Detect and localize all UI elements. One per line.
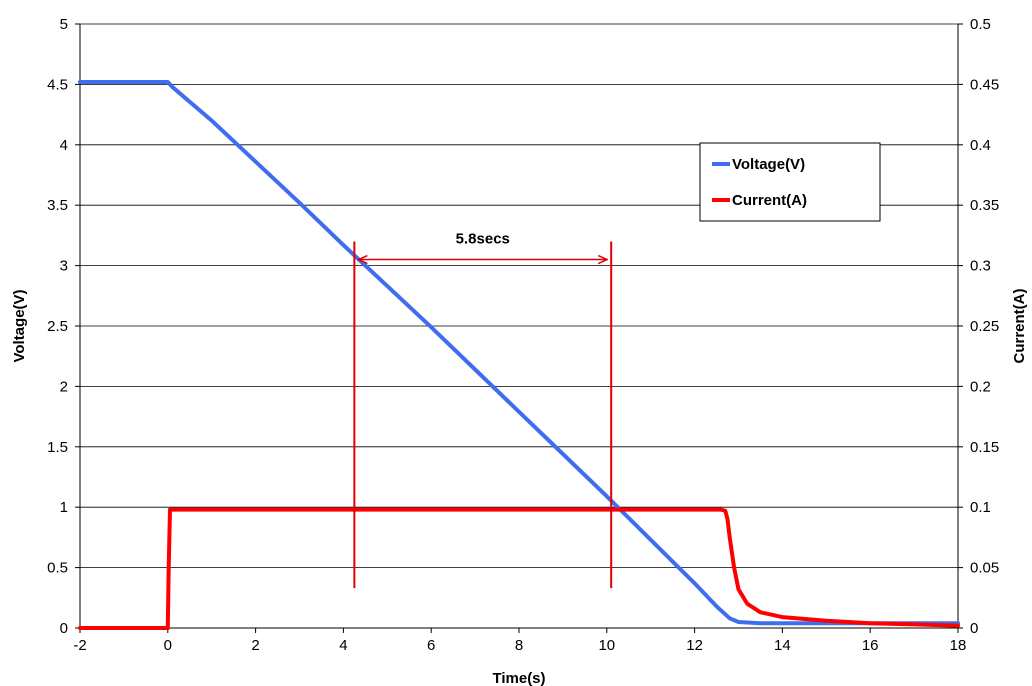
legend-label-voltage: Voltage(V) (732, 156, 805, 173)
y-axis-right-title: Current(A) (1011, 289, 1028, 364)
annotation-label: 5.8secs (456, 231, 510, 248)
y-left-tick-label: 1.5 (47, 439, 68, 456)
legend: Voltage(V) Current(A) (699, 142, 881, 222)
y-left-tick-label: 1 (60, 499, 68, 516)
y-right-tick-label: 0.05 (970, 560, 999, 577)
y-right-tick-label: 0.15 (970, 439, 999, 456)
y-left-tick-label: 4.5 (47, 76, 68, 93)
x-axis-title: Time(s) (492, 670, 545, 686)
y-right-tick-label: 0.2 (970, 378, 991, 395)
y-left-tick-label: 3 (60, 258, 68, 275)
y-left-tick-label: 0 (60, 620, 68, 637)
y-left-tick-label: 2 (60, 378, 68, 395)
x-tick-label: -2 (73, 637, 86, 654)
x-tick-label: 6 (427, 637, 435, 654)
y-right-tick-label: 0.45 (970, 76, 999, 93)
x-tick-label: 12 (686, 637, 703, 654)
y-right-tick-label: 0.1 (970, 499, 991, 516)
y-left-tick-label: 2.5 (47, 318, 68, 335)
tick-labels: 0 0.5 1 1.5 2 2.5 3 3.5 4 4.5 5 0 0.05 0.1 0.15 0.2 0.25… (47, 16, 999, 654)
x-tick-label: 4 (339, 637, 347, 654)
x-tick-label: 16 (862, 637, 879, 654)
y-right-tick-label: 0.35 (970, 197, 999, 214)
x-tick-label: 10 (598, 637, 615, 654)
legend-box (699, 142, 881, 222)
y-left-tick-label: 3.5 (47, 197, 68, 214)
x-tick-label: 2 (251, 637, 259, 654)
y-axis-left-title: Voltage(V) (11, 289, 28, 362)
y-right-tick-label: 0 (970, 620, 978, 637)
y-left-tick-label: 4 (60, 137, 68, 154)
x-tick-label: 18 (950, 637, 967, 654)
y-right-tick-label: 0.3 (970, 258, 991, 275)
legend-label-current: Current(A) (732, 192, 807, 209)
y-right-tick-label: 0.5 (970, 16, 991, 33)
x-tick-label: 14 (774, 637, 791, 654)
y-left-tick-label: 5 (60, 16, 68, 33)
gridlines (80, 23, 958, 568)
series-line-current (78, 507, 960, 630)
x-tick-label: 8 (515, 637, 523, 654)
series-line-voltage (78, 80, 960, 626)
axes (75, 23, 963, 633)
y-right-tick-label: 0.4 (970, 137, 991, 154)
y-right-tick-label: 0.25 (970, 318, 999, 335)
x-tick-label: 0 (164, 637, 172, 654)
annotation: 5.8secs (353, 231, 613, 589)
y-left-tick-label: 0.5 (47, 560, 68, 577)
series (78, 80, 960, 630)
